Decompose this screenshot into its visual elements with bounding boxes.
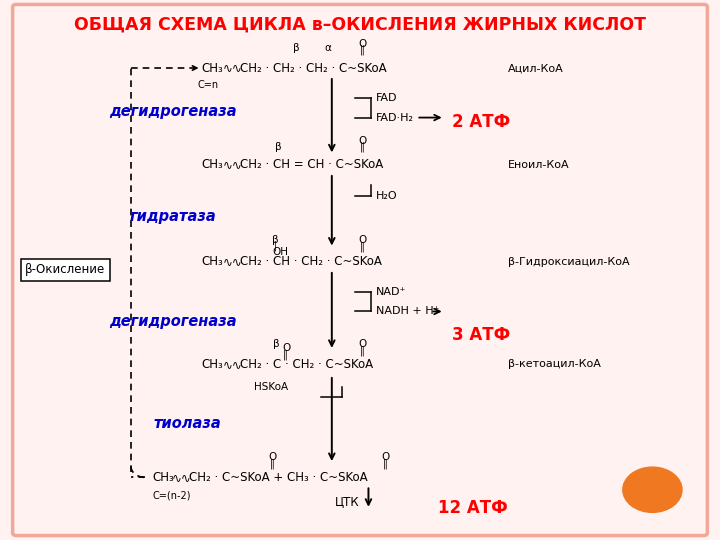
Text: OH: OH xyxy=(272,247,288,257)
Text: α: α xyxy=(325,43,332,52)
Text: Ацил-КоА: Ацил-КоА xyxy=(508,63,564,73)
Text: β-Окисление: β-Окисление xyxy=(25,264,106,276)
Text: O: O xyxy=(358,39,366,49)
Text: O: O xyxy=(381,452,390,462)
Text: CH₃: CH₃ xyxy=(202,358,223,371)
Text: CH₃: CH₃ xyxy=(202,255,223,268)
Text: FAD·H₂: FAD·H₂ xyxy=(377,112,414,123)
Text: NADH + H⁺: NADH + H⁺ xyxy=(377,307,440,316)
Text: тиолаза: тиолаза xyxy=(153,416,221,431)
Text: CH₃: CH₃ xyxy=(202,158,223,172)
Text: β: β xyxy=(272,235,279,245)
Text: C=n: C=n xyxy=(198,80,219,90)
Text: β: β xyxy=(293,43,300,52)
Text: гидратаза: гидратаза xyxy=(130,208,217,224)
Text: β: β xyxy=(276,142,282,152)
Text: ‖: ‖ xyxy=(359,142,364,152)
Text: ∿∿: ∿∿ xyxy=(172,471,192,484)
Text: CH₂ · CH₂ · CH₂ · C~SKoA: CH₂ · CH₂ · CH₂ · C~SKoA xyxy=(240,62,387,75)
Text: β-кетоацил-КоА: β-кетоацил-КоА xyxy=(508,359,601,369)
Text: ‖: ‖ xyxy=(359,45,364,56)
Text: O: O xyxy=(358,136,366,146)
Text: H₂O: H₂O xyxy=(377,191,398,201)
Text: ‖: ‖ xyxy=(359,345,364,355)
Text: CH₃: CH₃ xyxy=(202,62,223,75)
Text: дегидрогеназа: дегидрогеназа xyxy=(109,314,237,329)
Text: ОБЩАЯ СХЕМА ЦИКЛА в–ОКИСЛЕНИЯ ЖИРНЫХ КИСЛОТ: ОБЩАЯ СХЕМА ЦИКЛА в–ОКИСЛЕНИЯ ЖИРНЫХ КИС… xyxy=(74,16,646,34)
Text: ЦТК: ЦТК xyxy=(336,495,360,508)
Text: C=(n-2): C=(n-2) xyxy=(152,490,191,500)
Text: NAD⁺: NAD⁺ xyxy=(377,287,407,296)
Text: ∿∿: ∿∿ xyxy=(222,255,243,268)
Text: 12 АТФ: 12 АТФ xyxy=(438,499,508,517)
Text: CH₃: CH₃ xyxy=(152,471,174,484)
Text: CH₂ · CH = CH · C~SKoA: CH₂ · CH = CH · C~SKoA xyxy=(240,158,384,172)
FancyBboxPatch shape xyxy=(13,4,707,536)
Text: 2 АТФ: 2 АТФ xyxy=(451,113,510,131)
Text: CH₂ · C~SKoA + CH₃ · C~SKoA: CH₂ · C~SKoA + CH₃ · C~SKoA xyxy=(189,471,368,484)
Text: ‖: ‖ xyxy=(382,458,387,469)
Text: ∿∿: ∿∿ xyxy=(222,358,243,371)
Text: O: O xyxy=(282,343,291,353)
Text: |: | xyxy=(274,240,277,251)
Text: Еноил-КоА: Еноил-КоА xyxy=(508,160,570,170)
Text: β: β xyxy=(273,339,279,349)
Text: ‖: ‖ xyxy=(359,241,364,252)
Text: ‖: ‖ xyxy=(283,349,288,360)
Text: ∿∿: ∿∿ xyxy=(222,62,243,75)
Text: HSKoA: HSKoA xyxy=(254,382,289,393)
Text: O: O xyxy=(269,452,276,462)
Circle shape xyxy=(623,467,682,512)
Text: O: O xyxy=(358,235,366,245)
Text: O: O xyxy=(358,339,366,349)
Text: дегидрогеназа: дегидрогеназа xyxy=(109,104,237,119)
Text: CH₂ · C · CH₂ · C~SKoA: CH₂ · C · CH₂ · C~SKoA xyxy=(240,358,374,371)
Text: CH₂ · CH · CH₂ · C~SKoA: CH₂ · CH · CH₂ · C~SKoA xyxy=(240,255,382,268)
Text: ‖: ‖ xyxy=(270,458,275,469)
Text: FAD: FAD xyxy=(377,93,397,103)
Text: β-Гидроксиацил-КоА: β-Гидроксиацил-КоА xyxy=(508,257,629,267)
Text: 3 АТФ: 3 АТФ xyxy=(451,326,510,343)
Text: ∿∿: ∿∿ xyxy=(222,158,243,172)
